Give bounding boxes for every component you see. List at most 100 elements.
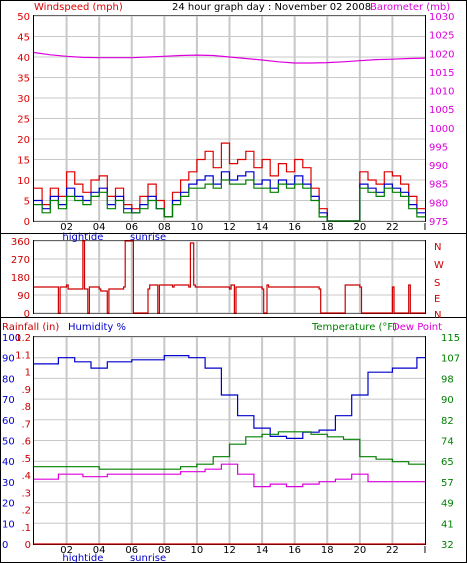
temp-y-tick: 65: [441, 457, 454, 468]
temp-y-tick: 74: [441, 437, 454, 448]
direction-y-tick: 180: [11, 273, 30, 284]
humidity-y-tick: 10: [2, 519, 15, 530]
tide-label: sunrise: [130, 232, 166, 243]
rain-y-tick: 1: [25, 368, 31, 379]
baro-y-tick: 980: [429, 198, 448, 209]
x-tick-label: 12: [223, 545, 236, 556]
panel3-series-humidity-: [34, 355, 425, 439]
x-tick-label: 04: [93, 545, 106, 556]
x-tick-label: 06: [125, 545, 138, 556]
wind-y-tick: 10: [17, 176, 30, 187]
baro-y-tick: 975: [429, 217, 448, 228]
humidity-y-tick: 70: [2, 395, 15, 406]
rain-y-tick: .1: [21, 523, 31, 534]
rain-y-tick: .9: [21, 385, 31, 396]
panel1-series-barometer-mb-: [33, 51, 426, 64]
wind-y-tick: 35: [17, 74, 30, 85]
rain-y-tick: .3: [21, 488, 31, 499]
wind-y-tick: 15: [17, 156, 30, 167]
x-tick-label: 16: [288, 545, 301, 556]
x-tick-label: 08: [158, 545, 171, 556]
humidity-y-tick: 60: [2, 416, 15, 427]
direction-y-tick: 90: [17, 291, 30, 302]
wind-y-tick: 5: [24, 197, 30, 208]
direction-y-tick: 360: [11, 237, 30, 248]
compass-e: E: [434, 294, 440, 305]
humidity-y-tick: 30: [2, 478, 15, 489]
x-tick-label: 18: [321, 222, 334, 233]
humidity-y-tick: 40: [2, 457, 15, 468]
baro-y-tick: 1010: [429, 87, 454, 98]
x-tick-label: 04: [93, 222, 106, 233]
header-right: Barometer (mb): [370, 2, 450, 13]
temp-y-tick: 32: [441, 540, 454, 551]
x-tick-label: 20: [353, 222, 366, 233]
temp-y-tick: 90: [441, 395, 454, 406]
rain-y-tick: 0: [25, 540, 31, 551]
rain-y-tick: .5: [21, 454, 31, 465]
wind-y-tick: 40: [17, 53, 30, 64]
x-tick-label: 16: [288, 222, 301, 233]
humidity-y-tick: 50: [2, 437, 15, 448]
x-tick-label: 02: [60, 545, 73, 556]
compass-n-top: N: [434, 242, 441, 253]
x-tick-label: 12: [223, 222, 236, 233]
x-tick-label: 14: [256, 545, 269, 556]
baro-y-tick: 990: [429, 161, 448, 172]
x-tick-label: 22: [386, 222, 399, 233]
baro-y-tick: 995: [429, 142, 448, 153]
baro-y-tick: 1015: [429, 68, 454, 79]
x-tick-label: 10: [191, 545, 204, 556]
x-tick-label: I: [424, 222, 427, 233]
direction-y-tick: 0: [24, 309, 30, 320]
x-tick-label: 22: [386, 545, 399, 556]
wind-y-tick: 25: [17, 115, 30, 126]
baro-y-tick: 1005: [429, 105, 454, 116]
baro-y-tick: 985: [429, 180, 448, 191]
series-lines: [33, 51, 426, 545]
rain-y-tick: .7: [21, 419, 31, 430]
x-tick-label: 08: [158, 222, 171, 233]
temp-label: Temperature (°F): [311, 322, 397, 333]
x-tick-label: 06: [125, 222, 138, 233]
x-tick-label: 18: [321, 545, 334, 556]
baro-y-tick: 1000: [429, 124, 454, 135]
rain-y-tick: .2: [21, 506, 31, 517]
x-tick-label: 14: [256, 222, 269, 233]
temp-y-tick: 115: [441, 333, 460, 344]
temp-y-tick: 49: [441, 499, 454, 510]
panel1-series-speed: [34, 179, 425, 222]
temp-y-tick: 82: [441, 416, 454, 427]
compass-s: S: [434, 278, 440, 289]
direction-y-tick: 270: [11, 255, 30, 266]
baro-y-tick: 1030: [429, 12, 454, 23]
tide-label: sunrise: [130, 553, 166, 563]
rain-y-tick: 1.2: [15, 333, 31, 344]
wind-y-tick: 50: [17, 12, 30, 23]
rain-y-tick: .8: [21, 402, 31, 413]
wind-y-tick: 0: [24, 217, 30, 228]
x-tick-label: I: [424, 545, 427, 556]
humidity-label: Humidity %: [68, 322, 126, 333]
wind-y-tick: 45: [17, 33, 30, 44]
rain-y-tick: .4: [21, 471, 31, 482]
x-tick-label: 10: [191, 222, 204, 233]
humidity-y-tick: 100: [2, 333, 21, 344]
humidity-y-tick: 0: [2, 540, 8, 551]
tide-label: hightide: [62, 232, 103, 243]
temp-y-tick: 107: [441, 354, 460, 365]
temp-y-tick: 41: [441, 519, 454, 530]
dew-label: Dew Point: [392, 322, 442, 333]
baro-y-tick: 1025: [429, 31, 454, 42]
tide-label: hightide: [62, 553, 103, 563]
panel2-wind-direction-line: [34, 240, 425, 314]
x-tick-label: 20: [353, 545, 366, 556]
temp-y-tick: 57: [441, 478, 454, 489]
header-left: Windspeed (mph): [34, 2, 123, 13]
rain-y-tick: .6: [21, 437, 31, 448]
header-center: 24 hour graph day : November 02 2008: [172, 2, 371, 13]
